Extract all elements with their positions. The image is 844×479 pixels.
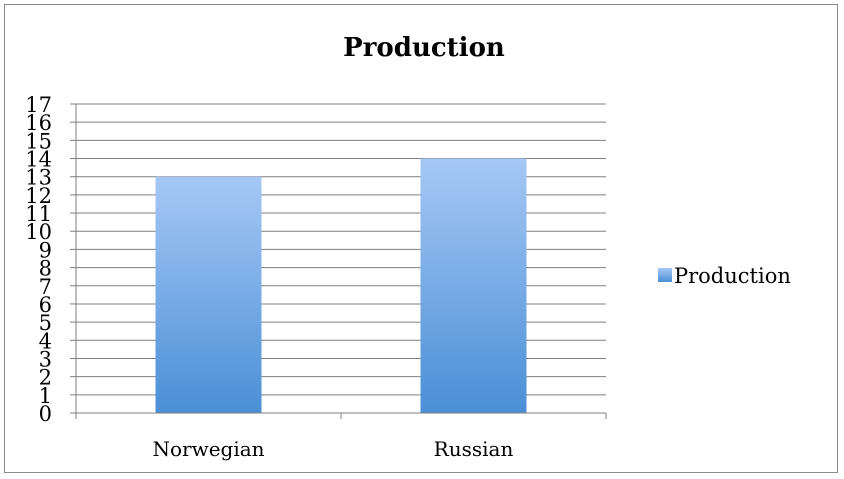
x-category-label: Norwegian — [152, 437, 264, 461]
y-tick-label: 4 — [39, 329, 52, 353]
bar-russian — [420, 158, 527, 413]
y-tick-label: 13 — [25, 166, 52, 190]
y-tick-label: 12 — [25, 184, 52, 208]
y-tick-label: 15 — [25, 129, 52, 153]
y-tick-label: 14 — [25, 148, 52, 172]
y-tick-label: 3 — [39, 347, 52, 371]
y-tick-label: 5 — [39, 311, 52, 335]
legend-swatch — [658, 268, 672, 282]
y-tick-label: 6 — [39, 293, 52, 317]
bar-norwegian — [155, 176, 262, 413]
y-tick-label: 9 — [39, 238, 52, 262]
y-tick-label: 8 — [39, 257, 52, 281]
y-tick-label: 17 — [25, 93, 52, 117]
y-tick-label: 10 — [25, 220, 52, 244]
y-tick-label: 16 — [25, 111, 52, 135]
y-tick-label: 7 — [39, 275, 52, 299]
y-tick-label: 1 — [39, 384, 52, 408]
x-category-label: Russian — [434, 437, 514, 461]
chart-title: Production — [343, 33, 505, 63]
y-tick-label: 11 — [25, 202, 52, 226]
y-tick-label: 0 — [39, 402, 52, 426]
y-tick-label: 2 — [39, 366, 52, 390]
legend-label: Production — [674, 264, 791, 288]
